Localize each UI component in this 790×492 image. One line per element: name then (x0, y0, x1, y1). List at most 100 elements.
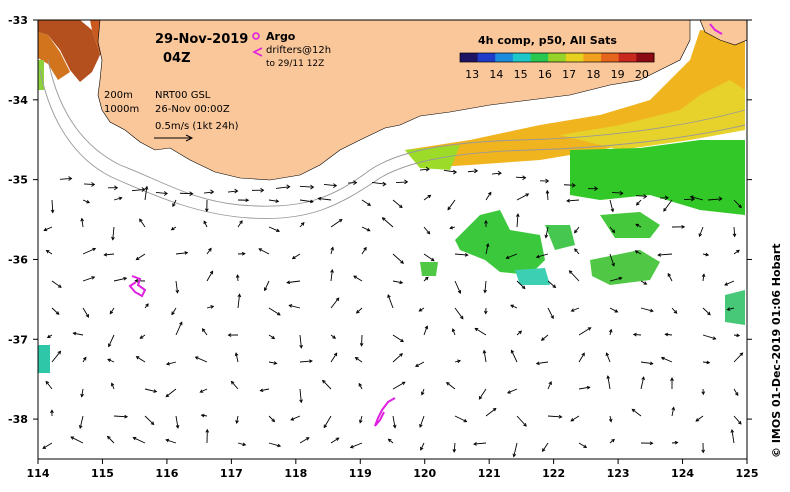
current-vector-arrow (491, 170, 502, 176)
current-vector-arrow (206, 305, 215, 309)
current-vector-arrow (419, 415, 425, 428)
current-vector-arrow (268, 226, 281, 233)
current-vector-arrow (83, 182, 96, 187)
current-vector-arrow (732, 226, 737, 238)
current-vector-arrow (50, 199, 55, 214)
current-vector-arrow (671, 307, 678, 314)
current-vector-arrow (392, 199, 403, 209)
current-vector-arrow (423, 226, 431, 235)
sst-patch-east-yellow (560, 80, 745, 150)
current-vector-arrow (578, 352, 585, 363)
current-vector-arrow (227, 333, 239, 337)
current-vector-arrow (608, 415, 613, 423)
current-vector-arrow (144, 303, 149, 309)
current-vector-arrow (200, 413, 208, 418)
current-vector-arrow (640, 376, 645, 390)
current-vector-arrow (609, 253, 615, 267)
colorbar-tick-label: 15 (514, 68, 528, 81)
current-vector-arrow (505, 253, 518, 260)
current-vector-arrow (110, 382, 115, 390)
y-tick-label: -37 (8, 333, 28, 346)
current-vector-arrow (516, 280, 526, 290)
current-vector-arrow (132, 436, 146, 444)
current-vector-arrow (683, 196, 696, 202)
x-tick-label: 119 (349, 467, 372, 480)
drifter-track-1 (128, 275, 147, 298)
x-tick-label: 114 (27, 467, 50, 480)
current-vector-arrow (322, 379, 332, 390)
current-vector-arrow (419, 166, 430, 172)
current-vector-arrow (361, 246, 367, 255)
current-vector-arrow (131, 187, 146, 192)
current-vector-arrow (78, 415, 84, 429)
current-vector-arrow (482, 349, 487, 363)
colorbar-tick-label: 13 (465, 68, 479, 81)
colorbar-tick-label: 14 (489, 68, 503, 81)
current-vector-arrow (82, 356, 87, 363)
colorbar-title: 4h comp, p50, All Sats (478, 34, 617, 47)
map-border (37, 19, 748, 460)
current-vector-arrow (449, 225, 456, 230)
current-vector-arrow (454, 253, 469, 257)
current-vector-arrow (387, 294, 394, 309)
current-vector-arrow (485, 243, 490, 255)
current-vector-arrow (268, 334, 276, 340)
current-vector-arrow (671, 440, 679, 445)
current-vector-arrow (634, 250, 642, 255)
current-vector-arrow (82, 199, 91, 204)
current-vector-arrow (175, 251, 189, 255)
current-vector-arrow (46, 334, 53, 339)
current-vector-arrow (299, 437, 310, 444)
current-vector-arrow (640, 280, 648, 285)
current-vector-arrow (203, 220, 208, 228)
current-vector-arrow (237, 293, 242, 309)
current-vector-arrow (454, 415, 468, 423)
current-vector-arrow (330, 219, 343, 228)
current-vector-arrow (423, 276, 429, 282)
current-vector-arrow (657, 253, 673, 257)
current-vector-arrow (542, 442, 549, 453)
current-vector-arrow (392, 280, 404, 285)
map-axes: 114 115 116 117 118 119 120 121 122 123 124 125 -33 -… (8, 14, 758, 480)
current-vector-arrow (701, 442, 706, 454)
current-vector-arrow (170, 226, 177, 231)
current-vector-arrow (135, 356, 146, 363)
current-vector-arrow (286, 280, 301, 285)
x-tick-label: 116 (155, 467, 178, 480)
isobath-200m (47, 59, 746, 207)
sst-patch-west-coast-2 (38, 32, 70, 80)
current-vector-arrow (635, 199, 642, 206)
current-vector-arrow (578, 327, 592, 336)
current-vector-arrow (701, 273, 706, 282)
current-vector-arrow (483, 280, 487, 294)
current-vector-arrow (535, 361, 549, 366)
current-vector-arrow (82, 247, 97, 255)
current-vector-arrow (299, 388, 303, 404)
colorbar-tick-label: 19 (611, 68, 625, 81)
current-vector-arrow (72, 331, 84, 336)
colorbar-segment (601, 53, 620, 62)
current-vector-arrow (631, 408, 642, 417)
current-vector-arrow (506, 388, 518, 394)
colorbar-segment (495, 53, 514, 62)
x-tick-label: 124 (671, 467, 694, 480)
current-vector-arrow (664, 332, 673, 337)
current-vector-arrow (144, 388, 158, 393)
sst-patch-central-green-2 (545, 225, 575, 250)
current-vector-arrow (330, 268, 334, 282)
gsl-date-label: 26-Nov 00:00Z (155, 104, 230, 115)
colorbar-segment (636, 53, 655, 62)
drifter-track-2 (374, 397, 396, 427)
drifter-marker-icon (252, 47, 263, 57)
current-vector-arrow (258, 248, 270, 255)
current-vector-arrow (392, 381, 406, 390)
current-vector-arrow (59, 176, 73, 181)
current-vector-arrow (663, 199, 673, 212)
x-tick-label: 115 (91, 467, 114, 480)
sst-patch-far-east-green (600, 212, 660, 238)
current-vector-arrow (371, 181, 387, 187)
current-vector-arrow (361, 199, 372, 206)
current-vector-arrow (423, 253, 435, 262)
current-vector-arrow (113, 276, 128, 282)
current-vectors (42, 166, 744, 458)
